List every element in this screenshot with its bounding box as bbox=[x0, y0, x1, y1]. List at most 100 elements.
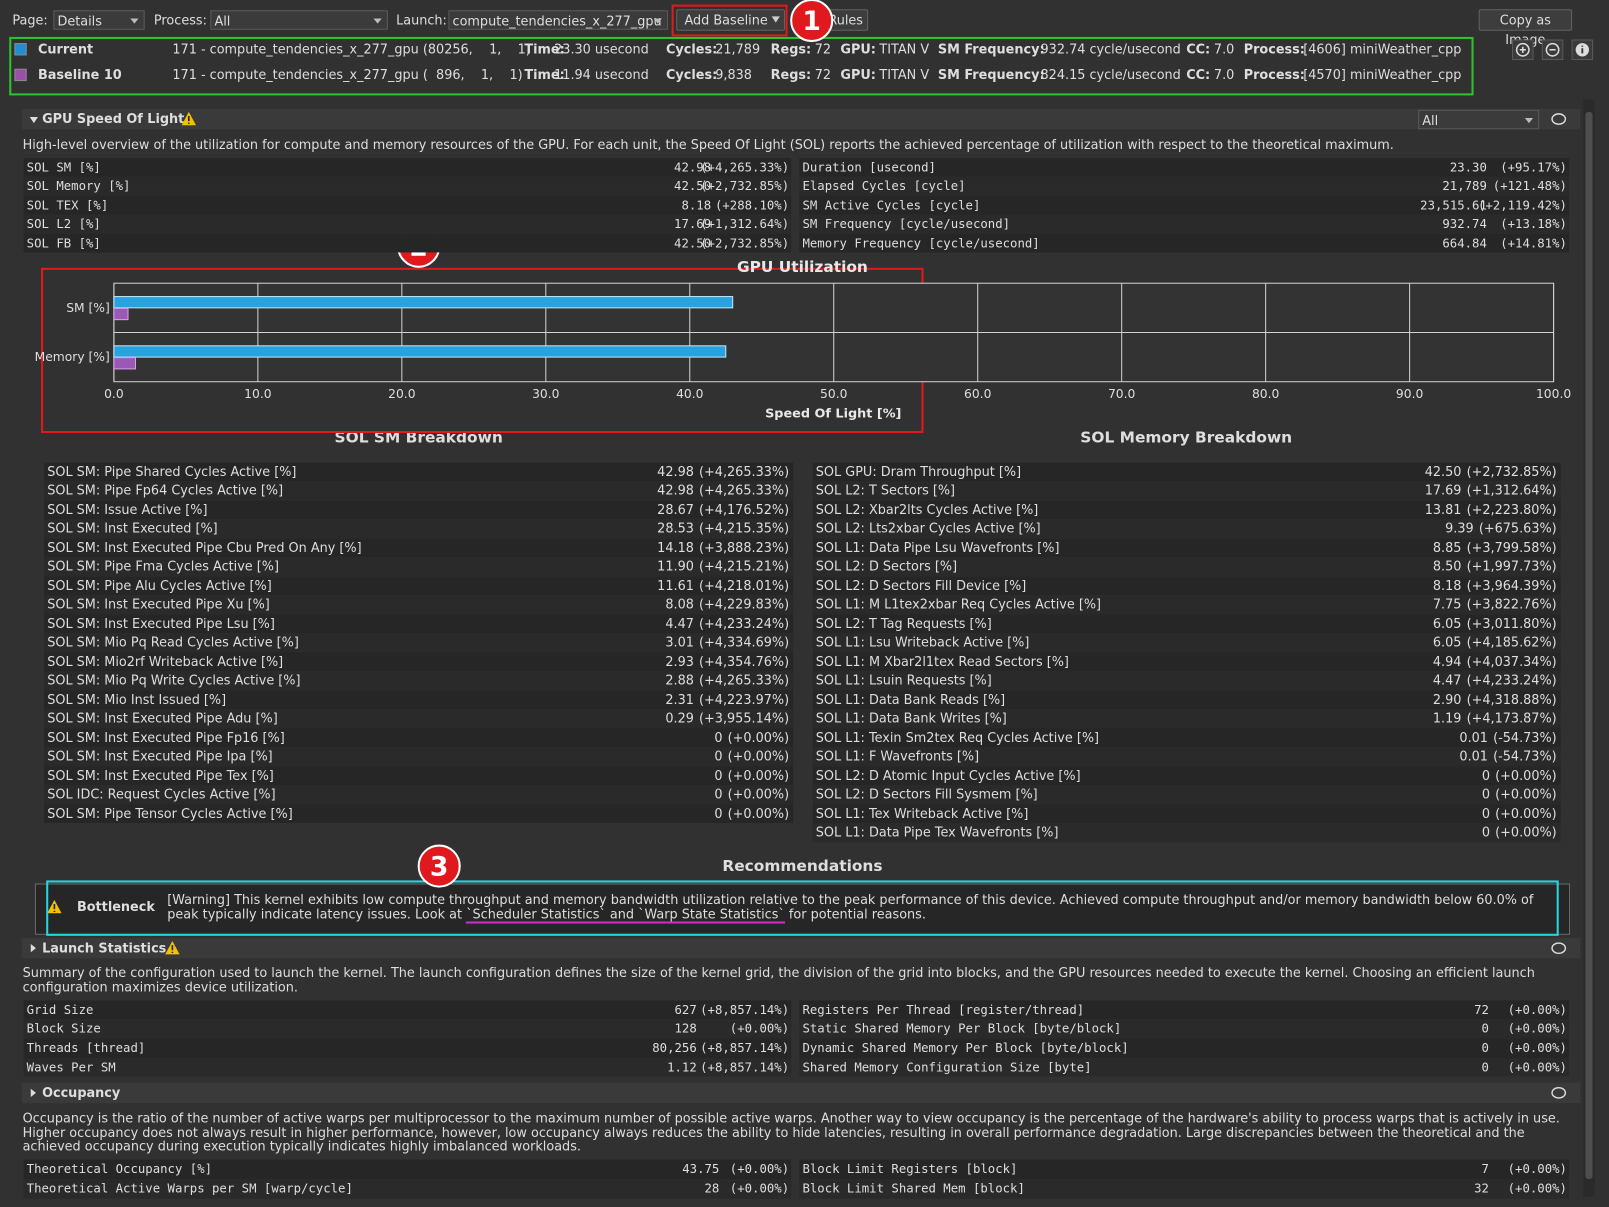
table-row: SOL L1: Lsuin Requests [%] 4.47 (+4,233.24… bbox=[812, 671, 1561, 691]
sol-filter-combo[interactable]: All bbox=[1418, 109, 1540, 130]
row-label: Theoretical Occupancy [%] bbox=[26, 1161, 213, 1176]
row-value: 0 bbox=[714, 786, 723, 802]
row-diff: (+0.00%) bbox=[1495, 824, 1557, 840]
row-value: 6.05 bbox=[1432, 615, 1462, 631]
table-row: SOL IDC: Request Cycles Active [%] 0 (+0.0… bbox=[44, 785, 794, 805]
result-smf-label: SM Frequency: bbox=[937, 41, 1045, 57]
row-diff: (+0.00%) bbox=[1507, 1180, 1567, 1195]
recommendation-text: [Warning] This kernel exhibits low compu… bbox=[167, 892, 1547, 924]
row-value: 2.93 bbox=[665, 653, 694, 669]
section-link[interactable]: `Scheduler Statistics` and `Warp State S… bbox=[466, 906, 785, 924]
recommendations-title: Recommendations bbox=[722, 856, 883, 876]
row-diff: (+0.00%) bbox=[1507, 1002, 1567, 1017]
occupancy-section-header[interactable] bbox=[21, 1082, 1581, 1104]
row-value: 0 bbox=[1481, 1021, 1489, 1036]
row-diff: (+3,955.14%) bbox=[699, 710, 790, 726]
add-baseline-button[interactable]: Add Baseline bbox=[676, 9, 786, 31]
table-row: SOL L1: Data Bank Writes [%] 1.19 (+4,173.… bbox=[812, 709, 1561, 729]
row-value-group: 8.08 (+4,229.83%) bbox=[665, 595, 789, 614]
plot-area bbox=[113, 282, 1555, 383]
rules-button[interactable]: Rules bbox=[810, 9, 869, 31]
table-row: SOL L1: M Xbar2l1tex Read Sectors [%] 4.9… bbox=[812, 652, 1561, 672]
row-diff: (+14.81%) bbox=[1500, 235, 1567, 251]
results-box bbox=[9, 36, 1474, 96]
row-label: SOL SM: Issue Active [%] bbox=[47, 501, 208, 517]
row-value: 42.98 bbox=[657, 482, 694, 498]
scrollbar[interactable] bbox=[1583, 99, 1595, 1197]
process-combo[interactable]: All bbox=[210, 10, 388, 30]
row-value-group: 3.01 (+4,334.69%) bbox=[665, 633, 789, 652]
table-row: Dynamic Shared Memory Per Block [byte/bl… bbox=[799, 1038, 1569, 1058]
row-label: SOL L2: Lts2xbar Cycles Active [%] bbox=[815, 520, 1041, 536]
row-diff: (+0.00%) bbox=[1507, 1040, 1567, 1055]
row-value: 42.50 bbox=[674, 235, 712, 251]
row-value: 8.18 bbox=[1432, 577, 1462, 593]
x-tick-label: 0.0 bbox=[104, 387, 124, 401]
row-label: SOL SM: Mio Pq Write Cycles Active [%] bbox=[47, 672, 301, 688]
breakdown-title: SOL Memory Breakdown bbox=[1080, 427, 1293, 447]
row-value: 21,789 bbox=[1442, 178, 1487, 194]
launch-section-header[interactable] bbox=[21, 937, 1581, 959]
row-value: 2.88 bbox=[665, 672, 694, 688]
copy-image-button[interactable]: Copy as Image bbox=[1478, 9, 1573, 47]
row-diff: (+4,233.24%) bbox=[699, 615, 790, 631]
add-baseline-text: Add Baseline bbox=[684, 12, 768, 28]
row-diff: (+8,857.14%) bbox=[700, 1059, 790, 1075]
result-smf-label: SM Frequency: bbox=[937, 66, 1045, 83]
row-value: 28 bbox=[704, 1180, 720, 1195]
row-label: SOL L1: M Xbar2l1tex Read Sectors [%] bbox=[815, 653, 1069, 669]
result-time-label: Time: bbox=[524, 66, 565, 83]
row-value-group: 0 (+0.00%) bbox=[714, 747, 789, 766]
row-diff: (+0.00%) bbox=[1495, 805, 1557, 821]
result-cycles: 21,789 bbox=[715, 41, 761, 57]
table-row: SOL L1: Data Pipe Lsu Wavefronts [%] 8.85… bbox=[812, 538, 1561, 558]
row-label: SOL SM: Inst Executed Pipe Tex [%] bbox=[47, 767, 274, 783]
scrollbar-thumb[interactable] bbox=[1585, 111, 1593, 1180]
bar bbox=[113, 357, 137, 370]
row-value-group: 4.47 (+4,233.24%) bbox=[1433, 671, 1557, 690]
row-value: 42.50 bbox=[674, 178, 712, 194]
row-diff: (+0.00%) bbox=[727, 786, 790, 802]
row-value-group: 13.81 (+2,223.80%) bbox=[1425, 501, 1557, 520]
result-cc-label: CC: bbox=[1186, 66, 1211, 83]
row-diff: (+1,312.64%) bbox=[700, 216, 790, 232]
row-value: 72 bbox=[1474, 1002, 1489, 1017]
launch-label: Launch: bbox=[396, 12, 447, 28]
row-diff: (+95.17%) bbox=[1500, 159, 1567, 175]
result-regs: 72 bbox=[814, 66, 832, 83]
table-row: Elapsed Cycles [cycle] 21,789 (+121.48%) bbox=[799, 176, 1569, 196]
row-value: 8.50 bbox=[1432, 558, 1462, 574]
page-combo[interactable]: Details bbox=[53, 10, 145, 30]
result-name: Current bbox=[37, 41, 94, 57]
row-value: 23.30 bbox=[1449, 159, 1487, 175]
row-label: Dynamic Shared Memory Per Block [byte/bl… bbox=[802, 1040, 1129, 1055]
row-diff: (+4,334.69%) bbox=[699, 634, 790, 650]
row-value-group: 0.29 (+3,955.14%) bbox=[665, 709, 789, 728]
row-value: 80,256 bbox=[652, 1040, 697, 1055]
result-smf: 824.15 cycle/usecond bbox=[1040, 66, 1181, 83]
result-kernel: 171 - compute_tendencies_x_277_gpu (8025… bbox=[172, 41, 531, 57]
result-name: Baseline 10 bbox=[37, 66, 122, 83]
table-row: SOL L2: Xbar2lts Cycles Active [%] 13.81(… bbox=[812, 500, 1561, 520]
row-value: 4.47 bbox=[665, 615, 694, 631]
row-label: SOL L2: D Sectors [%] bbox=[815, 558, 958, 574]
row-value: 0 bbox=[1481, 824, 1491, 840]
row-value: 1.19 bbox=[1432, 710, 1462, 726]
row-value-group: 0 (+0.00%) bbox=[1482, 766, 1557, 785]
row-diff: (+4,265.33%) bbox=[699, 672, 790, 688]
filter-value: All bbox=[1422, 112, 1439, 129]
row-value: 0 bbox=[1481, 805, 1491, 821]
row-label: SOL L2: D Atomic Input Cycles Active [%] bbox=[815, 767, 1081, 783]
row-diff: (+0.00%) bbox=[727, 748, 790, 764]
row-diff: (+0.00%) bbox=[1495, 767, 1557, 783]
result-swatch bbox=[14, 43, 27, 56]
row-diff: (+3,888.23%) bbox=[699, 539, 790, 555]
table-row: SOL L1: M L1tex2xbar Req Cycles Active [… bbox=[812, 595, 1561, 615]
row-value-group: 1.19 (+4,173.87%) bbox=[1433, 709, 1557, 728]
section-description: Summary of the configuration used to lau… bbox=[22, 964, 1535, 994]
launch-combo[interactable]: compute_tendencies_x_277_gpu bbox=[448, 10, 669, 30]
sol-section-header[interactable] bbox=[21, 108, 1581, 130]
section-title: Launch Statistics bbox=[42, 939, 167, 956]
row-value-group: 11.61 (+4,218.01%) bbox=[657, 576, 789, 595]
row-value: 7 bbox=[1481, 1161, 1489, 1176]
